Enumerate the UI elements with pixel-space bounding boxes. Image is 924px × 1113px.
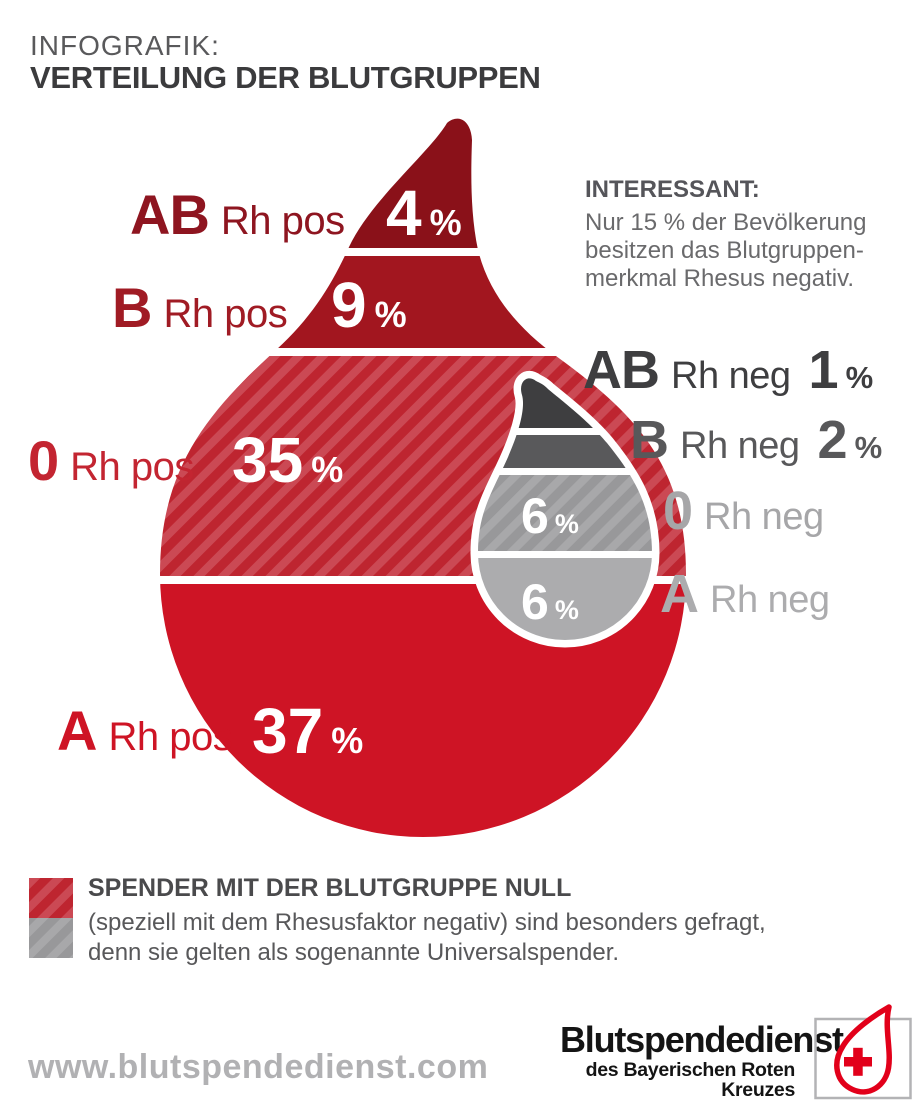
blood-group: AB <box>583 340 660 400</box>
rh-factor: Rh pos <box>220 199 345 243</box>
percent-sign: % <box>311 449 344 490</box>
value-0-rh-neg: 6 % <box>521 491 579 541</box>
blood-group: A <box>660 564 699 624</box>
blood-group: 0 <box>28 429 59 492</box>
rh-factor: Rh pos <box>70 445 194 489</box>
percent-value: 35 <box>232 424 304 496</box>
percent-sign: % <box>554 595 579 625</box>
percent-value: 2 <box>817 410 848 470</box>
logo-frame <box>814 1017 912 1100</box>
rh-factor: Rh pos <box>108 715 233 759</box>
page-title: VERTEILUNG DER BLUTGRUPPEN <box>30 60 541 95</box>
legend: SPENDER MIT DER BLUTGRUPPE NULL (speziel… <box>88 874 808 969</box>
label-0-rh-pos: 0 Rh pos <box>28 433 194 489</box>
percent-value: 9 <box>331 269 367 341</box>
blood-group: A <box>57 699 97 762</box>
value-a-rh-pos: 37 % <box>252 699 363 763</box>
percent-sign: % <box>554 509 579 539</box>
logo-cross-v <box>853 1047 863 1076</box>
percent-value: 1 <box>808 340 839 400</box>
percent-sign: % <box>845 360 874 395</box>
logo-drop-outline <box>834 1004 892 1095</box>
value-ab-rh-pos: 4 % <box>386 181 462 245</box>
logo-subtitle: des Bayerischen Roten Kreuzes <box>585 1059 796 1101</box>
value-b-rh-pos: 9 % <box>331 273 407 337</box>
legend-swatch <box>29 878 73 958</box>
info-box-body: Nur 15 % der Bevölkerung besitzen das Bl… <box>585 209 867 293</box>
label-a-rh-neg: A Rh neg <box>660 567 830 621</box>
legend-title: SPENDER MIT DER BLUTGRUPPE NULL <box>88 874 572 902</box>
label-ab-rh-neg: AB Rh neg 1 % <box>583 343 873 397</box>
blood-group: AB <box>130 183 210 246</box>
logo-text: Blutspendedienst des Bayerischen Roten K… <box>560 1019 844 1101</box>
rh-factor: Rh neg <box>704 496 824 538</box>
value-0-rh-pos: 35 % <box>232 428 343 492</box>
percent-value: 37 <box>252 695 324 767</box>
rh-factor: Rh neg <box>680 425 800 467</box>
label-0-rh-neg: 0 Rh neg <box>663 484 824 538</box>
kicker-label: INFOGRAFIK: <box>30 30 220 61</box>
rh-factor: Rh neg <box>710 579 830 621</box>
percent-value: 6 <box>521 574 549 630</box>
percent-value: 6 <box>521 488 549 544</box>
segment-0-neg <box>478 475 652 551</box>
logo-name: Blutspendedienst <box>560 1019 844 1060</box>
rh-factor: Rh neg <box>671 355 791 397</box>
info-box-title: INTERESSANT: <box>585 176 760 203</box>
blood-group: 0 <box>663 481 693 541</box>
percent-sign: % <box>429 202 462 243</box>
blood-group: B <box>630 410 669 470</box>
value-a-rh-neg: 6 % <box>521 577 579 627</box>
info-box: INTERESSANT: Nur 15 % der Bevölkerung be… <box>585 176 895 293</box>
rh-factor: Rh pos <box>163 292 288 336</box>
blood-group: B <box>112 276 152 339</box>
website-url: www.blutspendedienst.com <box>28 1048 489 1086</box>
blood-drop-logo-icon <box>814 1004 912 1100</box>
label-b-rh-neg: B Rh neg 2 % <box>630 413 882 467</box>
legend-swatch-gray <box>29 918 73 958</box>
legend-body: (speziell mit dem Rhesusfaktor negativ) … <box>88 909 766 967</box>
percent-sign: % <box>374 294 407 335</box>
percent-value: 4 <box>386 177 422 249</box>
percent-sign: % <box>854 430 883 465</box>
legend-swatch-red <box>29 878 73 918</box>
label-ab-rh-pos: AB Rh pos <box>130 187 345 243</box>
label-b-rh-pos: B Rh pos <box>112 276 288 339</box>
label-a-rh-pos: A Rh pos <box>57 699 233 762</box>
percent-sign: % <box>331 720 364 761</box>
